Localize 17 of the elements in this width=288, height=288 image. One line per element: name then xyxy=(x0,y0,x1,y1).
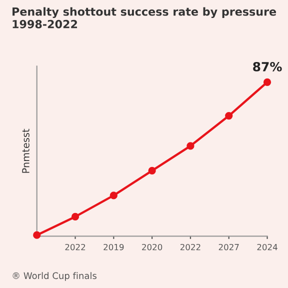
point xyxy=(186,142,194,150)
x-tick-label: 2024 xyxy=(257,244,278,250)
point xyxy=(225,112,233,120)
text: ® World Cup finals xyxy=(12,272,96,281)
point xyxy=(71,212,80,221)
x-tick-label: 2019 xyxy=(104,244,124,250)
y-axis-title: Pnmtesst xyxy=(22,128,30,173)
x-tick-label: 2027 xyxy=(218,244,239,250)
point xyxy=(33,231,41,239)
x-tick-label: 2020 xyxy=(142,244,162,250)
point xyxy=(110,192,118,200)
point xyxy=(148,166,156,174)
chart-title: Penalty shottout success rate by pressure 1998-2022 xyxy=(12,7,276,28)
data-label: 87% xyxy=(253,62,282,72)
point xyxy=(263,78,272,86)
x-tick-label: 2022 xyxy=(180,244,200,250)
x-tick-label: 2022 xyxy=(65,244,86,250)
